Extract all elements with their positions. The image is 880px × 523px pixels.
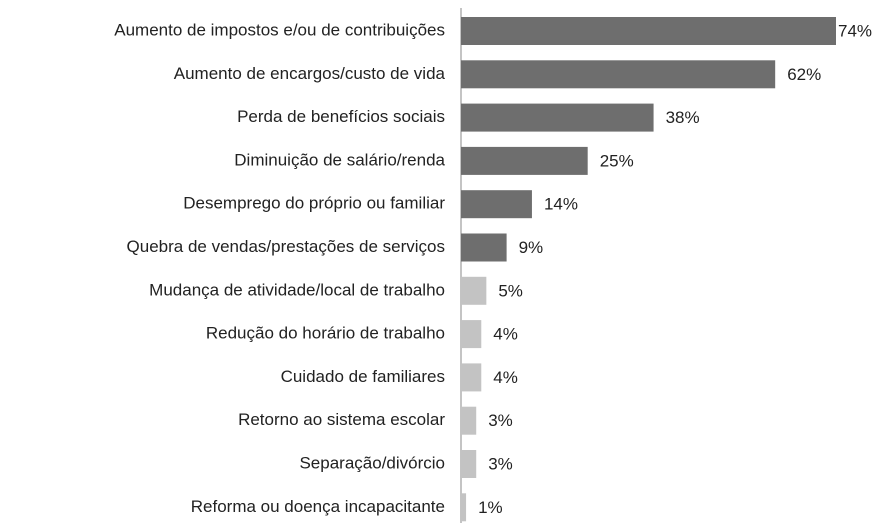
category-label: Cuidado de familiares <box>281 367 445 386</box>
category-label: Retorno ao sistema escolar <box>238 410 445 429</box>
data-label: 1% <box>478 498 503 517</box>
category-label: Redução do horário de trabalho <box>206 324 445 343</box>
bar <box>461 190 532 219</box>
bar <box>461 60 776 89</box>
data-label: 3% <box>488 454 513 473</box>
data-label: 5% <box>498 281 523 300</box>
category-label: Desemprego do próprio ou familiar <box>183 194 445 213</box>
data-label: 25% <box>600 151 634 170</box>
category-label: Quebra de vendas/prestações de serviços <box>127 237 445 256</box>
data-label: 3% <box>488 411 513 430</box>
category-label: Aumento de encargos/custo de vida <box>174 64 446 83</box>
category-label: Separação/divórcio <box>299 453 445 472</box>
bar <box>461 146 588 175</box>
bar <box>461 406 477 435</box>
category-label: Mudança de atividade/local de trabalho <box>149 280 445 299</box>
data-label: 74% <box>838 21 872 40</box>
bar <box>461 276 487 305</box>
bar <box>461 233 507 262</box>
data-label: 4% <box>493 368 518 387</box>
data-label: 4% <box>493 325 518 344</box>
data-label: 9% <box>519 238 544 257</box>
category-label: Diminuição de salário/renda <box>234 150 445 169</box>
bar <box>461 17 836 45</box>
data-label: 62% <box>787 65 821 84</box>
bar <box>461 363 482 392</box>
bar <box>461 493 467 522</box>
data-label: 38% <box>666 108 700 127</box>
category-label: Reforma ou doença incapacitante <box>191 497 445 516</box>
data-label: 14% <box>544 195 578 214</box>
category-label: Perda de benefícios sociais <box>237 107 445 126</box>
bar <box>461 320 482 349</box>
bar <box>461 103 654 132</box>
bar <box>461 450 477 478</box>
category-label: Aumento de impostos e/ou de contribuiçõe… <box>114 20 445 39</box>
